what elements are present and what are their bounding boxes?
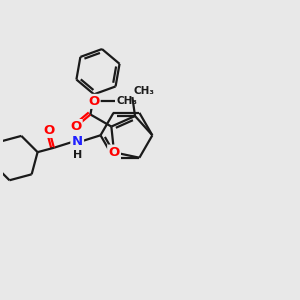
Text: H: H bbox=[73, 150, 82, 161]
Text: N: N bbox=[72, 135, 83, 148]
Text: O: O bbox=[70, 120, 81, 133]
Text: O: O bbox=[44, 124, 55, 136]
Text: O: O bbox=[108, 146, 120, 159]
Text: CH₃: CH₃ bbox=[134, 85, 155, 96]
Text: CH₃: CH₃ bbox=[117, 96, 138, 106]
Text: O: O bbox=[88, 95, 100, 108]
